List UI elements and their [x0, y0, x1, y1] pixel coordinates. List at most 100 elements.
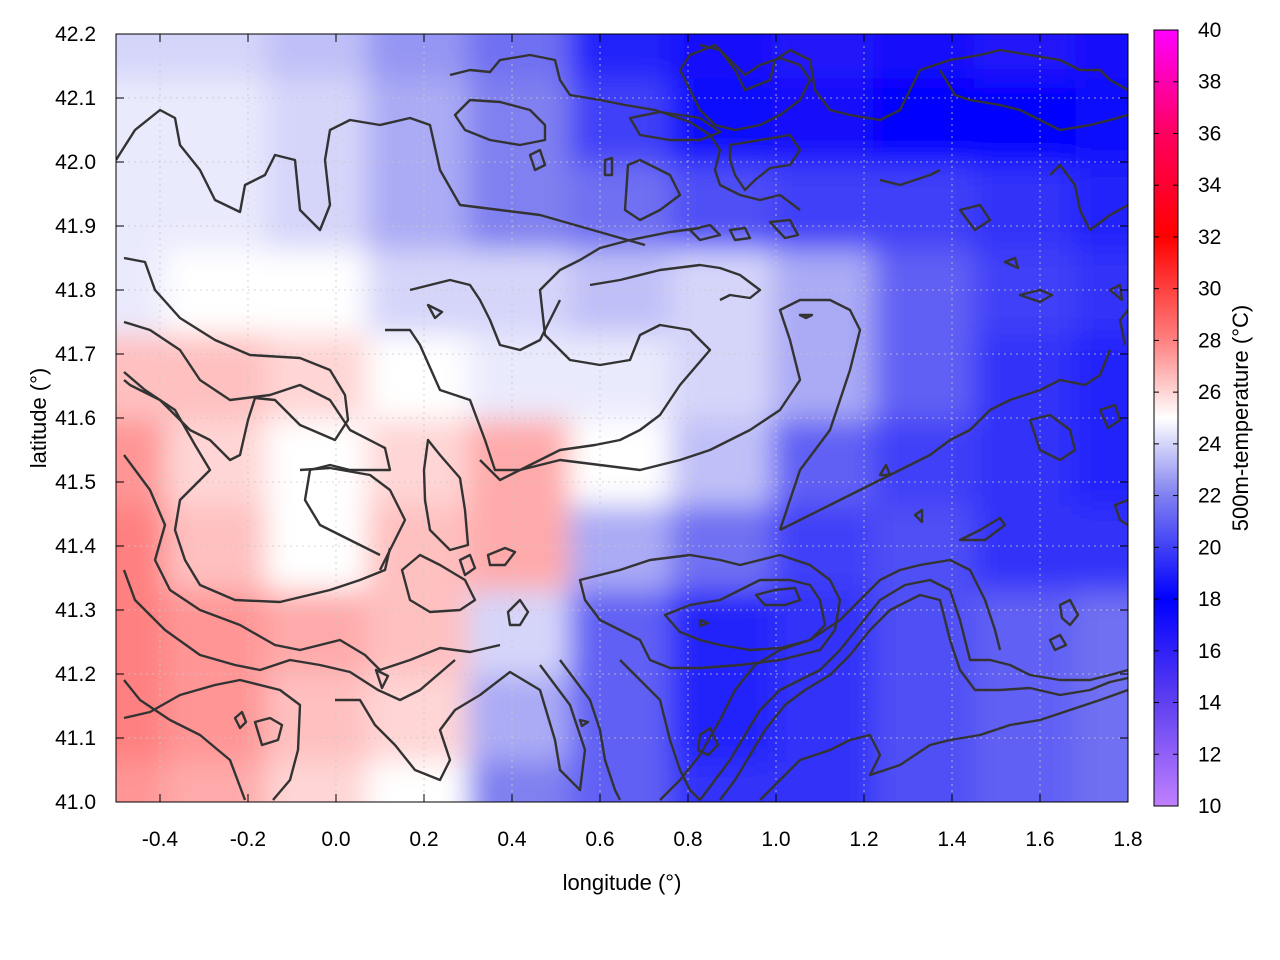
heatmap-cell: [771, 330, 877, 420]
x-axis: -0.4 -0.2 0.0 0.2 0.4 0.6 0.8 1.0 1.2 1.4 1.6 1.8: [142, 34, 1143, 851]
contour-line: [768, 218, 800, 240]
heatmap-cell: [974, 34, 1080, 79]
heatmap-cell: [974, 160, 1080, 250]
heatmap-cell: [873, 757, 979, 802]
heatmap-cell: [116, 586, 169, 676]
contour-line: [699, 43, 1128, 122]
heatmap-cell: [670, 34, 776, 79]
contour-line: [374, 668, 390, 690]
colorbar-tick-label: 34: [1198, 174, 1222, 197]
contour-line: [400, 553, 477, 614]
y-tick-label: 41.5: [55, 471, 96, 494]
contour-line: [1003, 256, 1020, 270]
heatmap-cell: [164, 34, 270, 79]
contour-line: [938, 69, 1128, 132]
contour-line: [458, 553, 477, 577]
heatmap-cell: [569, 34, 675, 79]
heatmap-cell: [116, 330, 169, 420]
heatmap-cell: [974, 757, 1080, 802]
contour-line: [728, 133, 802, 192]
contour-line: [696, 726, 720, 757]
colorbar-tick-label: 20: [1198, 536, 1221, 559]
heatmap-cell: [670, 586, 776, 676]
contour-line: [449, 53, 801, 211]
heatmap-cell: [974, 416, 1080, 506]
y-tick-label: 42.1: [55, 87, 96, 110]
heatmap-cell: [367, 74, 473, 164]
contour-line: [122, 569, 456, 702]
heatmap-cell: [569, 416, 675, 506]
heatmap-cell: [974, 330, 1080, 420]
contour-line: [698, 618, 710, 628]
colorbar-tick-label: 30: [1198, 278, 1221, 301]
contour-line: [798, 313, 814, 320]
heatmap-cell: [1075, 160, 1128, 250]
contour-line: [913, 508, 924, 524]
plot-area: [116, 33, 1129, 803]
heatmap-cell: [367, 34, 473, 79]
heatmap-cell: [974, 586, 1080, 676]
heatmap-cell: [771, 160, 877, 250]
contour-line: [253, 716, 284, 747]
heatmap-cell: [367, 245, 473, 335]
colorbar-fill: [1154, 30, 1178, 806]
colorbar-tick-label: 24: [1198, 433, 1222, 456]
y-tick-label: 41.6: [55, 407, 96, 430]
contour-line: [479, 298, 862, 531]
heatmap-cell: [873, 34, 979, 79]
heatmap-cell: [873, 330, 979, 420]
heatmap-cell: [974, 245, 1080, 335]
y-tick-label: 42.2: [55, 23, 96, 46]
contour-line: [578, 718, 590, 728]
heatmap-cell: [164, 416, 270, 506]
x-tick-label: 1.0: [761, 828, 790, 851]
colorbar: 10 12 14 16 18 20 22 24 26 28 30 32 34 36 38 40: [1153, 19, 1222, 818]
contour-line: [759, 688, 1128, 801]
contour-line: [486, 546, 517, 567]
contour-line: [1028, 413, 1077, 462]
x-tick-label: 0.2: [409, 828, 438, 851]
heatmap-cell: [468, 160, 574, 250]
heatmap-cell: [670, 160, 776, 250]
x-tick-label: 0.8: [673, 828, 702, 851]
contour-line: [879, 168, 941, 187]
heatmap-cell: [265, 160, 371, 250]
contour-line: [409, 278, 562, 352]
elevation-contours: [116, 43, 1128, 801]
heatmap-cell: [1075, 672, 1128, 762]
contour-line: [619, 659, 701, 801]
y-axis: 41.0 41.1 41.2 41.3 41.4 41.5 41.6 41.7 41.8 41.9…: [55, 23, 1128, 814]
colorbar-label: 500m-temperature (°C): [1228, 305, 1253, 531]
contour-line: [779, 349, 1112, 532]
heatmap-cell: [569, 757, 675, 802]
contour-line: [663, 578, 827, 652]
heatmap-cell: [468, 330, 574, 420]
contour-line: [958, 516, 1007, 542]
contour-line: [678, 43, 812, 132]
colorbar-tick-label: 32: [1198, 226, 1221, 249]
heatmap-cell: [468, 74, 574, 164]
heatmap-cell: [265, 74, 371, 164]
contour-line: [688, 223, 722, 242]
contour-line: [623, 158, 682, 222]
heatmap-cell: [974, 672, 1080, 762]
x-tick-label: 0.0: [321, 828, 350, 851]
contour-line: [719, 593, 1128, 801]
contour-line: [1108, 283, 1124, 302]
contour-line: [123, 454, 501, 672]
contour-line: [728, 226, 752, 242]
heatmap-cell: [164, 330, 270, 420]
x-tick-label: -0.4: [142, 828, 179, 851]
colorbar-tick-label: 28: [1198, 329, 1221, 352]
contour-line: [878, 463, 892, 477]
colorbar-tick-label: 38: [1198, 71, 1221, 94]
contour-line: [1113, 498, 1128, 527]
heatmap-cell: [873, 160, 979, 250]
contour-line: [422, 438, 470, 552]
heatmap-cell: [164, 74, 270, 164]
heatmap-cell: [164, 757, 270, 802]
colorbar-tick-label: 36: [1198, 122, 1221, 145]
colorbar-frame: [1153, 29, 1179, 807]
heatmap-cell: [873, 74, 979, 164]
heatmap-cell: [1075, 586, 1128, 676]
